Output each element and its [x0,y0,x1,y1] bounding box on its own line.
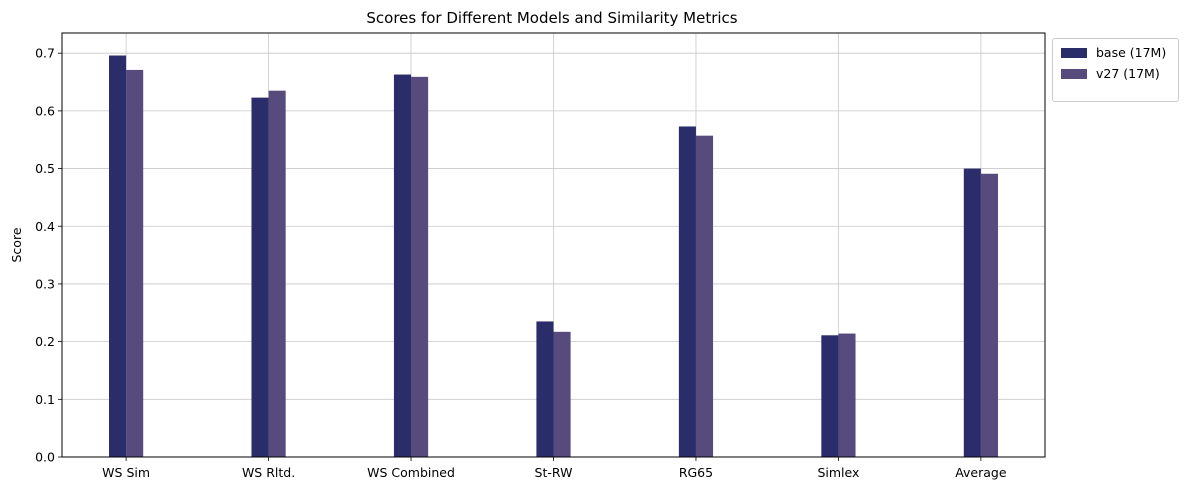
bar-base [963,168,981,457]
y-tick-label: 0.2 [35,334,55,349]
chart-title: Scores for Different Models and Similari… [366,9,737,27]
legend-item-base: base (17M) [1061,45,1166,60]
bar-v27 [553,331,571,457]
legend-item-v27: v27 (17M) [1061,66,1160,81]
bar-v27 [980,173,998,457]
y-tick-label: 0.4 [35,219,55,234]
bar-base [251,97,269,457]
y-tick-label: 0.6 [35,103,55,118]
y-tick-label: 0.1 [35,392,55,407]
bar-base [678,126,696,457]
bar-base [109,55,127,458]
bars [109,55,998,458]
y-axis-label: Score [9,227,24,262]
bar-v27 [126,69,144,457]
bar-v27 [695,135,714,458]
bar-v27 [411,76,429,458]
legend-label-base: base (17M) [1096,45,1167,60]
legend-label-v27: v27 (17M) [1096,66,1160,81]
axis-ticks: 0.0 0.1 0.2 0.3 0.4 0.5 0.6 0.7 WS Sim WS Rltd. WS… [35,46,1007,480]
bar-base [536,321,554,457]
y-tick-label: 0.7 [35,46,55,61]
x-tick-label: WS Combined [367,465,455,480]
bar-v27 [268,90,286,457]
bar-v27 [838,333,856,457]
x-tick-label: WS Rltd. [242,465,295,480]
legend-swatch-base [1061,47,1087,58]
y-tick-label: 0.5 [35,161,55,176]
y-tick-label: 0.3 [35,276,55,291]
legend-swatch-v27 [1061,68,1087,79]
y-tick-label: 0.0 [35,450,55,465]
bar-base [393,74,412,457]
x-tick-label: St-RW [535,465,573,480]
x-tick-label: RG65 [679,465,713,480]
legend: base (17M) v27 (17M) [1052,38,1179,102]
bar-base [821,335,839,457]
x-tick-label: WS Sim [102,465,150,480]
x-tick-label: Average [955,465,1007,480]
x-tick-label: Simlex [817,465,859,480]
